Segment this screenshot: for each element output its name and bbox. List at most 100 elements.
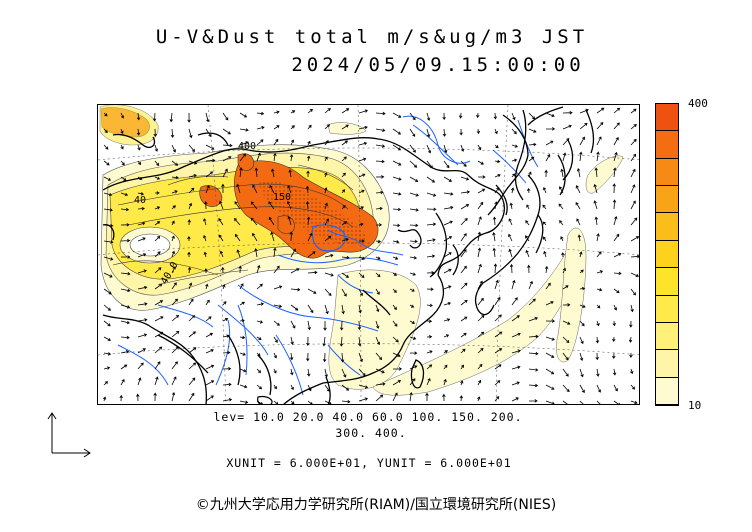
colorbar-segment [656, 213, 678, 241]
wind-arrow [205, 299, 210, 306]
wind-arrow [273, 110, 280, 114]
wind-arrow [238, 265, 242, 274]
wind-arrow [306, 352, 310, 362]
wind-arrow [273, 368, 277, 374]
wind-arrow [596, 251, 602, 258]
wind-arrow [256, 139, 264, 146]
wind-arrow [375, 304, 380, 313]
wind-arrow [477, 297, 484, 306]
wind-arrow [460, 364, 465, 370]
wind-arrow [492, 232, 496, 242]
wind-arrow [409, 192, 419, 197]
wind-arrow [426, 364, 433, 370]
wind-arrow [443, 285, 452, 290]
wind-arrow [307, 270, 318, 275]
colorbar-segment [656, 240, 678, 269]
wind-arrow [234, 233, 241, 242]
wind-arrow [562, 138, 570, 146]
wind-arrow [239, 335, 246, 340]
wind-arrow [409, 144, 416, 153]
wind-arrow [221, 266, 225, 274]
wind-arrow [375, 159, 385, 164]
wind-arrow [218, 217, 224, 226]
wind-arrow [188, 377, 196, 386]
wind-arrow [324, 187, 328, 194]
wind-arrow [359, 239, 365, 243]
wind-arrow [494, 380, 501, 386]
wind-arrow [527, 264, 531, 274]
wind-arrow [528, 128, 537, 133]
wind-arrow [426, 128, 431, 138]
wind-arrow [528, 399, 538, 403]
wind-arrow [341, 205, 346, 210]
wind-arrow [508, 248, 513, 258]
wind-arrow [205, 171, 214, 178]
wind-arrow [528, 316, 538, 322]
wind-arrow [188, 392, 195, 402]
wind-arrow [254, 248, 258, 258]
wind-arrow [358, 141, 368, 146]
wind-arrow [103, 288, 112, 295]
wind-arrow [154, 251, 161, 258]
wind-arrow [188, 160, 198, 165]
wind-arrow [562, 124, 572, 130]
wind-arrow [256, 126, 265, 130]
wind-arrow [392, 320, 398, 327]
wind-arrow [409, 128, 416, 137]
wind-arrow [612, 183, 616, 194]
wind-arrow [256, 368, 262, 374]
wind-arrow [392, 288, 397, 293]
wind-arrow [596, 368, 600, 377]
wind-arrow [595, 352, 599, 361]
wind-arrow [579, 286, 586, 291]
wind-arrow [476, 112, 480, 119]
wind-arrow [443, 144, 448, 154]
wind-arrow [187, 251, 191, 257]
wind-arrow [341, 124, 349, 130]
wind-arrow [545, 140, 554, 146]
wind-arrow [443, 236, 453, 242]
wind-arrow [289, 154, 294, 162]
wind-arrow [219, 200, 224, 210]
wind-arrow [562, 320, 571, 325]
wind-arrow [562, 111, 573, 115]
wind-arrow [545, 127, 556, 131]
wind-arrow [596, 233, 600, 242]
wind-arrow [426, 160, 433, 169]
wind-arrow [630, 236, 639, 242]
wind-arrow [307, 304, 314, 314]
wind-arrow [426, 238, 436, 242]
wind-arrow [460, 265, 467, 274]
wind-arrow [409, 176, 419, 182]
wind-arrow [392, 207, 402, 212]
wind-arrow [239, 352, 246, 356]
wind-arrow [341, 399, 351, 404]
wind-arrow [137, 333, 148, 338]
contour-label: 40 [134, 195, 146, 206]
wind-arrow [613, 271, 622, 276]
wind-arrow [324, 272, 334, 277]
wind-arrow [137, 285, 148, 290]
wind-arrow [154, 206, 161, 210]
wind-arrow [630, 138, 637, 146]
wind-arrow [256, 111, 265, 116]
wind-arrow [171, 190, 178, 194]
wind-arrow [358, 109, 369, 114]
wind-arrow [171, 315, 180, 322]
wind-arrow [613, 215, 618, 226]
wind-arrow [307, 384, 312, 392]
wind-arrow [268, 216, 275, 226]
wind-arrow [290, 400, 295, 404]
wind-arrow [137, 176, 143, 180]
wind-arrow [103, 208, 113, 212]
wind-arrow [322, 352, 327, 363]
colorbar-segment [656, 350, 678, 378]
wind-arrow [154, 331, 164, 338]
wind-arrow [290, 125, 295, 130]
wind-arrow [290, 287, 301, 292]
wind-arrow [579, 108, 589, 114]
wind-arrow [171, 144, 176, 153]
wind-arrow [120, 207, 130, 212]
wind-arrow [494, 279, 499, 290]
wind-arrow [137, 362, 144, 370]
